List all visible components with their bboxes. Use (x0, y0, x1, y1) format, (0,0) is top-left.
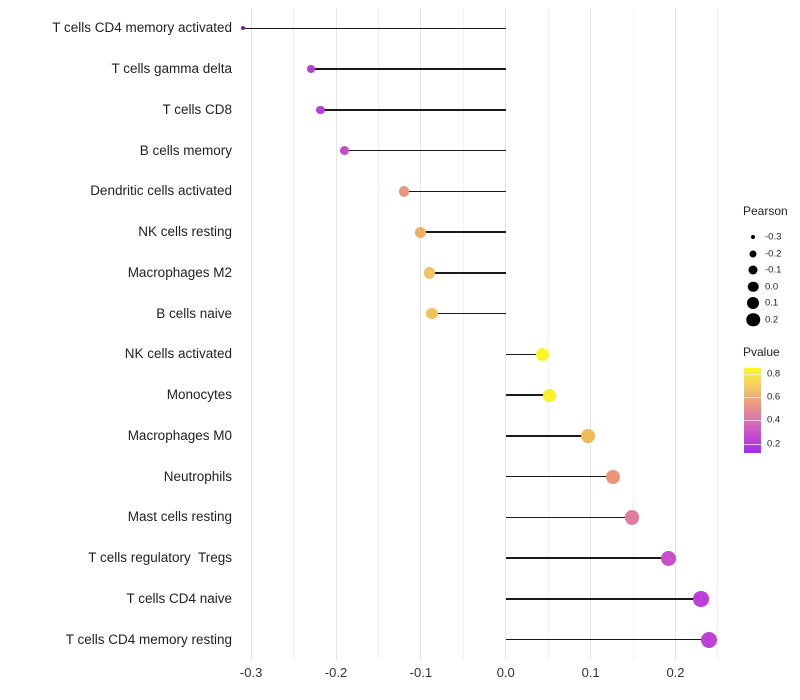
size-legend-entry: 0.0 (743, 279, 799, 295)
grid-minor-line (632, 8, 634, 660)
grid-minor-line (717, 8, 719, 660)
stem-line (505, 435, 589, 437)
x-axis-tick-label: -0.2 (324, 665, 348, 680)
grid-minor-line (377, 8, 379, 660)
grid-major-line (505, 8, 507, 660)
pvalue-tick-label: 0.4 (767, 414, 781, 426)
y-axis-label: Neutrophils (163, 468, 232, 484)
stem-line (420, 231, 506, 233)
size-legend-label: -0.3 (765, 231, 782, 243)
grid-minor-line (462, 8, 464, 660)
pvalue-colorbar-tick (744, 373, 761, 375)
y-axis-label: T cells CD4 memory resting (65, 631, 232, 647)
size-legend-dot (747, 281, 759, 292)
lollipop-dot (535, 347, 549, 361)
size-legend-dot (747, 297, 759, 309)
size-legend-entry: -0.1 (743, 262, 799, 278)
grid-minor-line (293, 8, 295, 660)
grid-major-line (674, 8, 676, 660)
y-axis-label: Macrophages M2 (127, 264, 232, 280)
y-axis-label: B cells naive (156, 305, 232, 321)
color-legend-title: Pvalue (743, 345, 780, 359)
lollipop-dot (605, 469, 620, 484)
y-axis-label: T cells CD4 memory activated (52, 20, 232, 36)
stem-line (242, 27, 506, 30)
x-axis-tick-label: 0.1 (581, 665, 600, 680)
pvalue-colorbar (744, 368, 761, 453)
stem-line (505, 516, 633, 519)
grid-major-line (250, 8, 252, 660)
stem-line (505, 557, 669, 559)
y-axis-label: T cells gamma delta (111, 61, 232, 77)
grid-major-line (420, 8, 422, 660)
lollipop-dot (415, 226, 427, 238)
y-axis-label: T cells regulatory Tregs (88, 550, 232, 566)
stem-line (505, 475, 613, 478)
size-legend-label: 0.2 (765, 314, 779, 325)
size-legend-dot (746, 312, 760, 327)
pvalue-colorbar-tick (744, 420, 761, 422)
y-axis-label: Mast cells resting (127, 509, 232, 525)
size-legend-entry: -0.3 (743, 229, 799, 245)
y-axis-label: T cells CD8 (162, 101, 232, 117)
stem-line (403, 190, 506, 193)
x-axis-tick-label: 0.0 (496, 665, 515, 680)
lollipop-dot (624, 510, 640, 525)
pvalue-tick-label: 0.6 (767, 391, 781, 403)
stem-line (320, 109, 506, 111)
grid-major-line (335, 8, 337, 660)
size-legend-title: Pearson (743, 204, 788, 218)
legend: Pearson -0.3 -0.2 -0.1 0.0 0.1 0.2 Pvalue 0.8… (743, 204, 799, 453)
stem-line (429, 272, 506, 274)
x-axis-tick-label: -0.3 (239, 665, 263, 680)
lollipop-dot (700, 631, 717, 648)
lollipop-dot (661, 550, 677, 566)
stem-line (505, 394, 550, 396)
lollipop-dot (693, 591, 709, 607)
stem-line (431, 312, 506, 315)
lollipop-dot (306, 65, 315, 74)
lollipop-dot (543, 388, 557, 402)
lollipop-dot (339, 145, 350, 156)
lollipop-dot (581, 429, 595, 443)
size-legend-dot (749, 250, 757, 257)
pvalue-colorbar-tick (744, 443, 761, 445)
size-legend-label: 0.1 (765, 297, 779, 309)
y-axis-label: Monocytes (166, 387, 232, 403)
x-axis-tick-label: -0.1 (409, 665, 433, 680)
size-legend-entry: 0.2 (743, 312, 799, 328)
y-axis-label: B cells memory (139, 142, 232, 158)
y-axis-label: NK cells activated (124, 346, 232, 362)
stem-line (505, 638, 709, 641)
lollipop-dot (423, 267, 436, 279)
size-legend-entry: -0.2 (743, 246, 799, 262)
stem-line (344, 149, 506, 152)
y-axis-label: Dendritic cells activated (90, 183, 232, 199)
grid-minor-line (547, 8, 549, 660)
y-axis-label: T cells CD4 naive (126, 590, 232, 606)
lollipop-dot (240, 26, 245, 31)
size-legend-label: 0.0 (765, 281, 779, 292)
lollipop-dot (426, 307, 438, 320)
pvalue-tick-label: 0.8 (767, 368, 781, 380)
size-legend-label: -0.1 (765, 264, 782, 276)
y-axis-label: NK cells resting (138, 224, 232, 240)
stem-line (505, 353, 543, 356)
pvalue-tick-label: 0.2 (767, 438, 781, 450)
stem-line (505, 598, 701, 600)
lollipop-dot (398, 186, 410, 197)
y-axis-label: Macrophages M0 (127, 427, 232, 443)
pvalue-colorbar-tick (744, 396, 761, 398)
x-axis-tick-label: 0.2 (666, 665, 685, 680)
plot-panel (235, 8, 740, 660)
size-legend-dot (748, 265, 758, 275)
size-legend-dot (751, 235, 755, 239)
lollipop-dot (316, 105, 325, 115)
size-legend-entry: 0.1 (743, 295, 799, 311)
grid-major-line (590, 8, 592, 660)
stem-line (310, 68, 506, 70)
size-legend-label: -0.2 (765, 248, 782, 259)
